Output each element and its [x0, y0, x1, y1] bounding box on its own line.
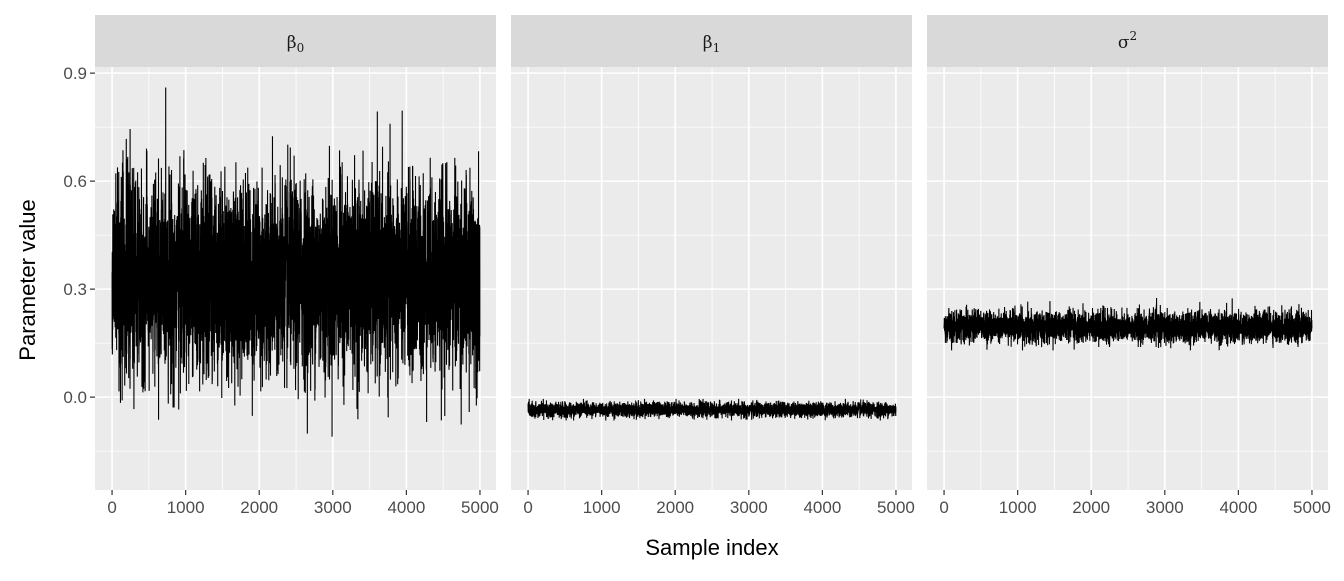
x-tick-label: 5000 [461, 498, 499, 517]
facet-strip [511, 15, 912, 67]
x-tick-label: 4000 [387, 498, 425, 517]
x-tick-label: 0 [939, 498, 948, 517]
y-tick-label: 0.0 [63, 388, 87, 407]
x-tick-label: 4000 [803, 498, 841, 517]
x-tick-label: 3000 [314, 498, 352, 517]
panel-background [511, 67, 912, 490]
y-axis-title: Parameter value [15, 199, 40, 360]
facet-panel: β1 0 1000 2000 3000 4000 5000 [511, 15, 915, 517]
y-tick-label: 0.3 [63, 280, 87, 299]
x-axis-title: Sample index [645, 535, 778, 560]
x-tick-label: 0 [107, 498, 116, 517]
x-tick-label: 2000 [656, 498, 694, 517]
facet-panel: σ2 0 1000 2000 3000 4000 5000 [927, 15, 1331, 517]
x-tick-label: 0 [523, 498, 532, 517]
facet-panel: β0 0 1000 2000 3000 4000 5000 0.0 0.3 0.6 0.9 [63, 15, 499, 517]
facet-strip-label: β0 [287, 33, 304, 55]
panel-background [927, 67, 1328, 490]
x-tick-label: 5000 [1293, 498, 1331, 517]
x-tick-label: 4000 [1219, 498, 1257, 517]
trace-line [111, 87, 481, 437]
facet-strip-label: σ2 [1118, 29, 1137, 53]
y-tick-label: 0.9 [63, 64, 87, 83]
facet-strip-label: β1 [703, 33, 720, 55]
x-tick-label: 2000 [240, 498, 278, 517]
y-tick-label: 0.6 [63, 172, 87, 191]
x-tick-label: 2000 [1072, 498, 1110, 517]
trace-line [943, 297, 1313, 351]
x-tick-label: 1000 [167, 498, 205, 517]
facet-strip [95, 15, 496, 67]
x-tick-label: 3000 [730, 498, 768, 517]
trace-line [527, 398, 897, 421]
x-tick-label: 5000 [877, 498, 915, 517]
x-tick-label: 1000 [583, 498, 621, 517]
x-tick-label: 1000 [999, 498, 1037, 517]
x-tick-label: 3000 [1146, 498, 1184, 517]
facet-strip [927, 15, 1328, 67]
